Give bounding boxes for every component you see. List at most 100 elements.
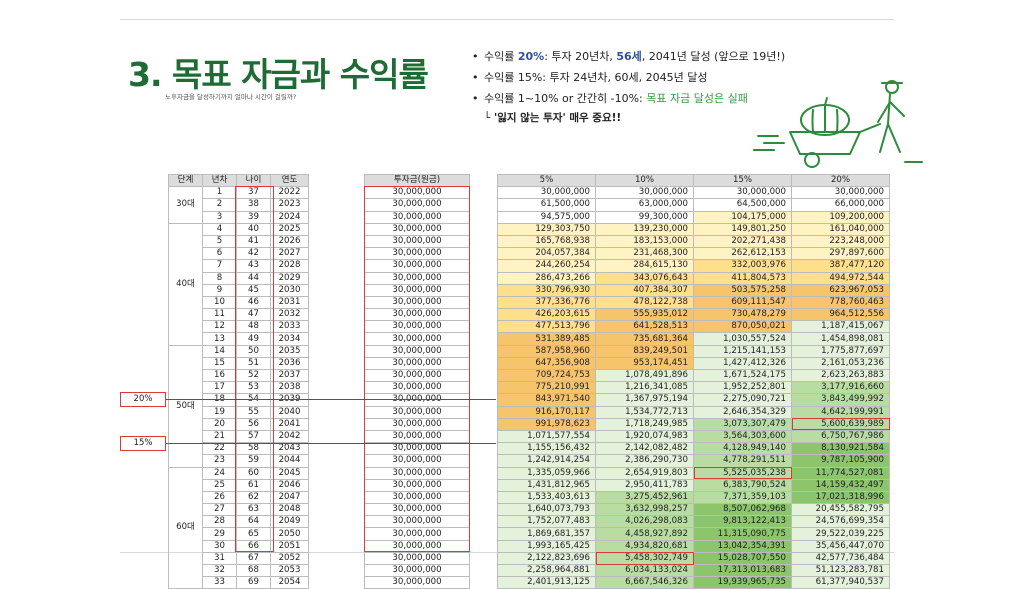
returns-cell: 870,050,021 xyxy=(693,320,792,334)
timeline-cell: 9 xyxy=(202,283,237,297)
returns-row: 426,203,615 555,935,012 730,478,279 964,512… xyxy=(497,308,890,322)
returns-cell: 775,210,991 xyxy=(497,381,596,395)
returns-cell: 35,456,447,070 xyxy=(791,539,890,553)
returns-cell: 165,768,938 xyxy=(497,234,596,249)
timeline-cell: 2034 xyxy=(270,332,309,346)
timeline-header-0: 단계 xyxy=(168,173,203,188)
returns-row: 587,958,960 839,249,501 1,215,141,153 1,775… xyxy=(497,344,890,358)
returns-cell: 4,778,291,511 xyxy=(693,454,792,468)
timeline-cell: 26 xyxy=(202,490,237,505)
returns-cell: 778,760,463 xyxy=(791,295,890,310)
returns-cell: 104,175,000 xyxy=(693,210,792,224)
returns-cell: 2,275,090,721 xyxy=(693,393,792,407)
returns-cell: 330,796,930 xyxy=(497,283,596,297)
returns-header-2: 15% xyxy=(693,173,792,188)
timeline-cell: 7 xyxy=(202,259,237,273)
returns-cell: 183,153,000 xyxy=(595,234,694,249)
returns-cell: 1,367,975,194 xyxy=(595,393,694,407)
timeline-row: 25 61 2046 xyxy=(169,478,309,492)
returns-cell: 1,155,156,432 xyxy=(497,442,596,456)
returns-cell: 139,230,000 xyxy=(595,222,694,236)
returns-row: 2,401,913,125 6,667,546,326 19,939,965,735… xyxy=(497,576,890,589)
age-group-label: 60대 xyxy=(168,466,203,589)
timeline-cell: 2 xyxy=(202,198,237,212)
returns-row: 1,993,165,425 4,934,820,681 13,042,354,391… xyxy=(497,539,890,553)
timeline-cell: 8 xyxy=(202,271,237,285)
returns-cell: 262,612,153 xyxy=(693,247,792,261)
returns-row: 2,122,823,696 5,458,302,749 15,028,707,550… xyxy=(497,551,890,566)
returns-cell: 1,534,772,713 xyxy=(595,405,694,419)
returns-row: 775,210,991 1,216,341,085 1,952,252,801 3,1… xyxy=(497,381,890,395)
timeline-cell: 2052 xyxy=(270,551,309,566)
bullet-15: 수익률 15%: 투자 24년차, 60세, 2045년 달성 xyxy=(472,67,785,88)
returns-cell: 343,076,643 xyxy=(595,271,694,285)
timeline-row: 11 47 2032 xyxy=(169,308,309,322)
timeline-cell: 2041 xyxy=(270,417,309,431)
returns-cell: 297,897,600 xyxy=(791,247,890,261)
timeline-header-2: 나이 xyxy=(236,173,271,188)
principal-cell: 30,000,000 xyxy=(364,551,470,566)
timeline-cell: 2048 xyxy=(270,503,309,517)
timeline-row: 60대 24 60 2045 xyxy=(168,466,309,589)
timeline-cell: 2054 xyxy=(270,576,309,589)
timeline-cell: 2025 xyxy=(270,222,309,236)
timeline-cell: 2045 xyxy=(270,466,309,480)
returns-cell: 30,000,000 xyxy=(497,186,596,200)
timeline-row: 28 64 2049 xyxy=(169,515,309,529)
returns-cell: 8,130,921,584 xyxy=(791,442,890,456)
returns-cell: 2,258,964,881 xyxy=(497,563,596,578)
returns-header-3: 20% xyxy=(791,173,890,188)
timeline-row: 27 63 2048 xyxy=(169,503,309,517)
returns-cell: 4,026,298,083 xyxy=(595,515,694,529)
returns-cell: 13,042,354,391 xyxy=(693,539,792,553)
returns-cell: 735,681,364 xyxy=(595,332,694,346)
returns-cell: 839,249,501 xyxy=(595,344,694,358)
returns-cell: 1,869,681,357 xyxy=(497,527,596,541)
timeline-cell: 17 xyxy=(202,381,237,395)
returns-cell: 953,174,451 xyxy=(595,356,694,371)
returns-cell: 2,142,082,482 xyxy=(595,442,694,456)
returns-cell: 231,468,300 xyxy=(595,247,694,261)
returns-row: 916,170,117 1,534,772,713 2,646,354,329 4,6… xyxy=(497,405,890,419)
returns-cell: 2,122,823,696 xyxy=(497,551,596,566)
returns-table: 5% 10% 15% 20% 30,000,000 30,000,000 30,000,0… xyxy=(497,173,890,589)
returns-cell: 6,034,133,024 xyxy=(595,563,694,578)
returns-cell: 61,377,940,537 xyxy=(791,576,890,589)
returns-cell: 407,384,307 xyxy=(595,283,694,297)
returns-cell: 3,177,916,660 xyxy=(791,381,890,395)
timeline-cell: 2037 xyxy=(270,368,309,383)
returns-cell: 1,431,812,965 xyxy=(497,478,596,492)
timeline-cell: 2035 xyxy=(270,344,309,358)
timeline-cell: 2024 xyxy=(270,210,309,224)
age-group-label: 30대 xyxy=(168,186,203,224)
returns-cell: 6,750,767,986 xyxy=(791,429,890,444)
timeline-row: 16 52 2037 xyxy=(169,368,309,383)
returns-cell: 1,216,341,085 xyxy=(595,381,694,395)
returns-cell: 377,336,776 xyxy=(497,295,596,310)
timeline-cell: 2030 xyxy=(270,283,309,297)
returns-header-0: 5% xyxy=(497,173,596,188)
timeline-cell: 12 xyxy=(202,320,237,334)
marker-20-line xyxy=(166,399,496,400)
principal-highlight-box xyxy=(364,186,470,552)
summary-bullets: 수익률 20%: 투자 20년차, 56세, 2041년 달성 (앞으로 19년… xyxy=(472,46,785,109)
returns-cell: 42,577,736,484 xyxy=(791,551,890,566)
returns-cell: 1,071,577,554 xyxy=(497,429,596,444)
timeline-row: 17 53 2038 xyxy=(169,381,309,395)
timeline-cell: 2049 xyxy=(270,515,309,529)
timeline-cell: 2040 xyxy=(270,405,309,419)
timeline-cell: 4 xyxy=(202,222,237,236)
returns-cell: 1,078,491,896 xyxy=(595,368,694,383)
returns-cell: 30,000,000 xyxy=(595,186,694,200)
returns-cell: 2,401,913,125 xyxy=(497,576,596,589)
returns-cell: 387,477,120 xyxy=(791,259,890,273)
timeline-cell: 2026 xyxy=(270,234,309,249)
returns-cell: 1,718,249,985 xyxy=(595,417,694,431)
timeline-cell: 2032 xyxy=(270,308,309,322)
timeline-cell: 2029 xyxy=(270,271,309,285)
returns-cell: 109,200,000 xyxy=(791,210,890,224)
returns-cell-target-reached: 5,525,035,238 xyxy=(693,466,792,480)
timeline-row: 12 48 2033 xyxy=(169,320,309,334)
returns-cell: 244,260,254 xyxy=(497,259,596,273)
timeline-cell: 2043 xyxy=(270,442,309,456)
